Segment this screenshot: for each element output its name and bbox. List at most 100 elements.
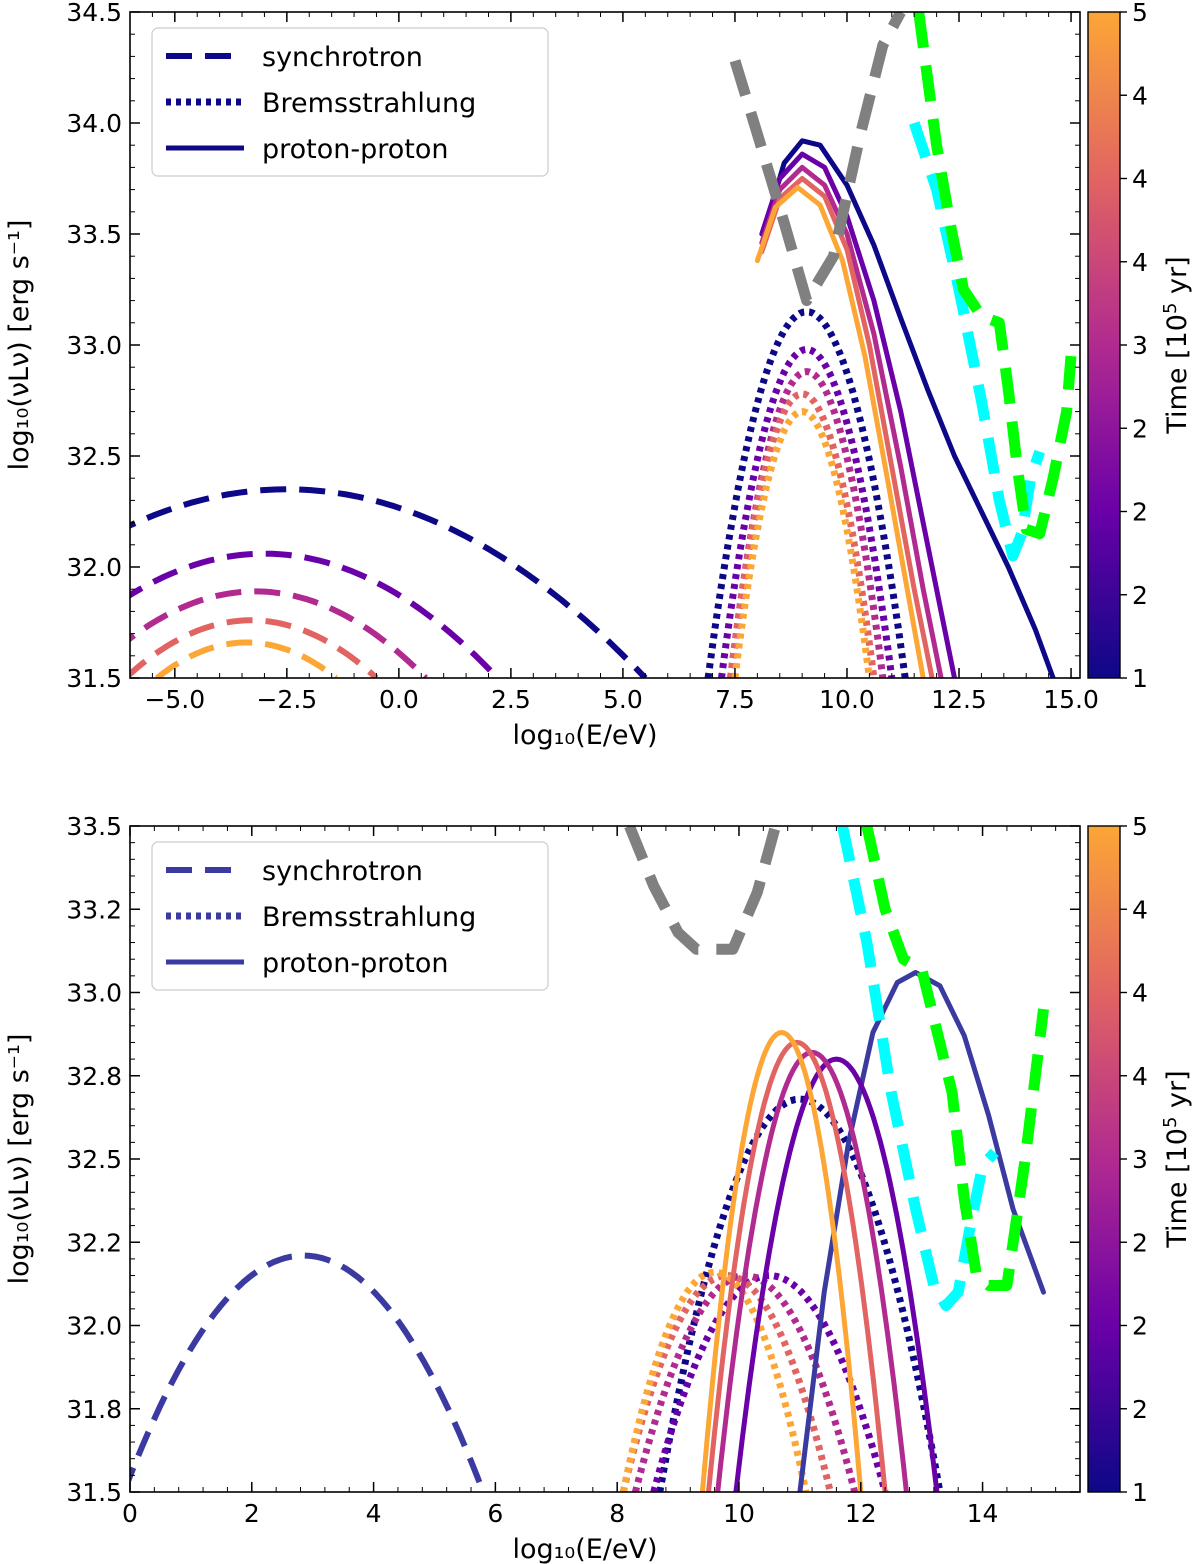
synchrotron-series-4 — [155, 639, 338, 678]
y-tick-label: 31.5 — [66, 1478, 122, 1507]
y-tick-label: 32.2 — [66, 1228, 122, 1257]
sensitivity-curve-00ffff — [837, 826, 999, 1311]
y-axis: 31.5 31.8 32.0 32.2 32.5 32.8 33.0 33.2 33.5 — [66, 812, 1080, 1507]
colorbar-gradient — [1087, 825, 1121, 1493]
x-tick-label: 7.5 — [715, 685, 755, 714]
x-axis: −5.0 −2.5 0.0 2.5 5.0 7.5 10.0 12.5 15.0 — [129, 12, 1099, 714]
colorbar-tick-label: 2 — [1132, 1312, 1148, 1341]
legend-box — [151, 27, 549, 177]
synchrotron-series-3 — [130, 617, 379, 678]
x-tick-label: 15.0 — [1043, 685, 1099, 714]
proton-proton-series-7 — [733, 1056, 940, 1492]
colorbar-tick-label: 4 — [1132, 165, 1148, 194]
x-tick-label: 10.0 — [819, 685, 875, 714]
colorbar-tick-label: 3 — [1132, 331, 1148, 360]
legend-label-synchrotron: synchrotron — [262, 856, 423, 887]
legend: synchrotron Bremsstrahlung proton-proton — [151, 27, 549, 177]
proton-proton-series-13 — [759, 176, 935, 678]
x-tick-label: 2.5 — [491, 685, 531, 714]
colorbar: 5 4 4 4 3 2 2 2 1 Time [105 yr] — [1087, 812, 1193, 1507]
plot-area — [130, 826, 1049, 1492]
top-panel: −5.0 −2.5 0.0 2.5 5.0 7.5 10.0 12.5 15.0 31.5 32.0… — [4, 0, 1193, 751]
x-axis-title: log₁₀(E/eV) — [512, 720, 657, 751]
x-tick-label: −2.5 — [256, 685, 317, 714]
synchrotron-series-0 — [130, 1252, 486, 1492]
synchrotron-series-1 — [130, 550, 500, 678]
proton-proton-series-9 — [706, 1039, 888, 1492]
colorbar-tick-label: 1 — [1132, 1478, 1148, 1507]
colorbar-tick-label: 5 — [1132, 812, 1148, 841]
y-tick-label: 33.5 — [66, 812, 122, 841]
y-tick-label: 33.2 — [66, 895, 122, 924]
bremsstrahlung-series-1 — [656, 1095, 944, 1492]
bremsstrahlung-series-2 — [650, 1272, 889, 1492]
colorbar-title-end: yr] — [1162, 256, 1193, 302]
colorbar-tick-label: 2 — [1132, 414, 1148, 443]
plot-area — [130, 12, 1077, 678]
legend-label-proton-proton: proton-proton — [262, 948, 449, 979]
colorbar-title-sup: 5 — [1160, 1117, 1181, 1128]
bremsstrahlung-series-9 — [731, 408, 873, 678]
y-tick-label: 34.0 — [66, 109, 122, 138]
y-tick-label: 32.8 — [66, 1062, 122, 1091]
legend-label-bremsstrahlung: Bremsstrahlung — [262, 88, 476, 119]
sensitivity-curve-00ffff — [908, 121, 1045, 562]
synchrotron-series-2 — [130, 588, 428, 678]
bremsstrahlung-series-6 — [718, 345, 896, 678]
synchrotron-series-0 — [130, 486, 648, 678]
colorbar-title-end: yr] — [1162, 1070, 1193, 1116]
y-tick-label: 32.0 — [66, 553, 122, 582]
colorbar-tick-label: 4 — [1132, 81, 1148, 110]
colorbar-tick-label: 3 — [1132, 1145, 1148, 1174]
y-tick-label: 34.5 — [66, 0, 122, 27]
colorbar-tick-label: 2 — [1132, 498, 1148, 527]
colorbar-tick-label: 5 — [1132, 0, 1148, 27]
proton-proton-series-12 — [759, 164, 944, 678]
colorbar-tick-label: 4 — [1132, 979, 1148, 1008]
x-axis: 0 2 4 6 8 10 12 14 — [122, 826, 1081, 1528]
proton-proton-series-10 — [763, 138, 1056, 678]
x-tick-label: 4 — [366, 1499, 382, 1528]
x-tick-label: 6 — [487, 1499, 503, 1528]
y-tick-label: 31.8 — [66, 1395, 122, 1424]
colorbar-tick-label: 1 — [1132, 664, 1148, 693]
legend-label-proton-proton: proton-proton — [262, 134, 449, 165]
y-axis-title: log₁₀(νLν) [erg s⁻¹] — [4, 220, 35, 471]
x-tick-label: 10 — [723, 1499, 755, 1528]
x-tick-label: 8 — [609, 1499, 625, 1528]
legend-label-bremsstrahlung: Bremsstrahlung — [262, 902, 476, 933]
y-tick-label: 33.0 — [66, 331, 122, 360]
legend-label-synchrotron: synchrotron — [262, 42, 423, 73]
x-tick-label: 2 — [244, 1499, 260, 1528]
proton-proton-series-6 — [797, 970, 1046, 1492]
x-tick-label: 5.0 — [603, 685, 643, 714]
colorbar-title-sup: 5 — [1160, 303, 1181, 314]
y-tick-label: 32.5 — [66, 442, 122, 471]
y-tick-label: 32.0 — [66, 1312, 122, 1341]
sensitivity-curve-808080 — [729, 12, 906, 307]
bremsstrahlung-series-8 — [727, 390, 878, 678]
legend: synchrotron Bremsstrahlung proton-proton — [151, 841, 549, 991]
x-tick-label: 12.5 — [931, 685, 987, 714]
x-tick-label: 0.0 — [379, 685, 419, 714]
y-axis: 31.5 32.0 32.5 33.0 33.5 34.0 34.5 — [66, 0, 1080, 693]
colorbar-title: Time [105 yr] — [1160, 256, 1193, 434]
colorbar-tick-label: 2 — [1132, 1228, 1148, 1257]
colorbar-title: Time [105 yr] — [1160, 1070, 1193, 1248]
sensitivity-curve-00ff00 — [913, 12, 1077, 540]
colorbar-tick-label: 4 — [1132, 895, 1148, 924]
bottom-panel: 0 2 4 6 8 10 12 1431.531.832.032.232.532.833.03… — [4, 812, 1193, 1564]
colorbar-tick-label: 4 — [1132, 1062, 1148, 1091]
colorbar-tick-label: 4 — [1132, 248, 1148, 277]
colorbar-gradient — [1087, 11, 1121, 679]
colorbar-title-main: Time [10 — [1162, 314, 1193, 435]
x-tick-label: −5.0 — [144, 685, 205, 714]
colorbar-tick-label: 2 — [1132, 1395, 1148, 1424]
y-axis-title: log₁₀(νLν) [erg s⁻¹] — [4, 1034, 35, 1285]
x-tick-label: 0 — [122, 1499, 138, 1528]
x-tick-label: 14 — [967, 1499, 999, 1528]
y-tick-label: 31.5 — [66, 664, 122, 693]
x-tick-label: 12 — [845, 1499, 877, 1528]
